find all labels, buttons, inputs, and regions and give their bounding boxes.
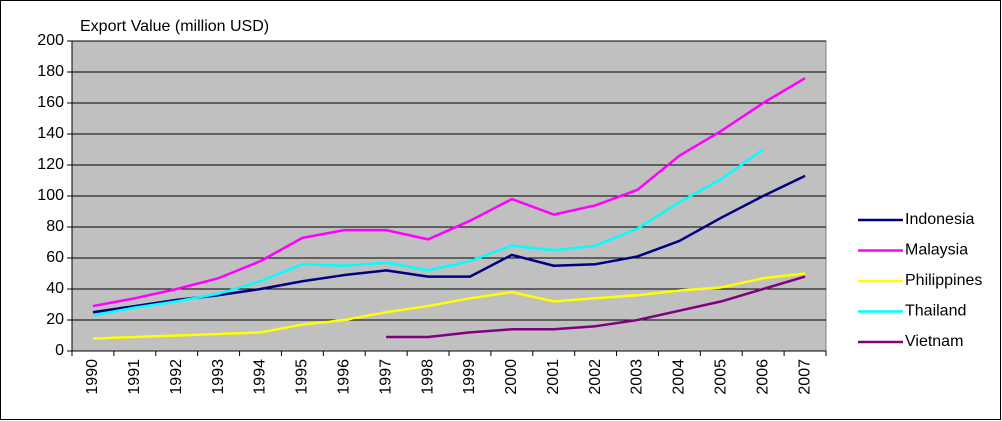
series-line [92,77,806,308]
x-tick-label: 1997 [377,359,394,395]
x-tick-label: 1994 [252,359,269,395]
chart-title: Export Value (million USD) [80,18,269,35]
series-line [92,148,764,317]
y-tick-label: 40 [46,280,64,297]
x-tick-label: 2003 [629,359,646,395]
x-tick-label: 2005 [712,359,729,395]
y-tick-label: 0 [55,342,64,359]
x-tick-label: 1998 [419,359,436,395]
legend-label: Malaysia [905,242,968,259]
x-tick-label: 1991 [126,359,143,395]
x-tick-label: 2000 [503,359,520,395]
x-tick-label: 2007 [796,359,813,395]
legend-label: Thailand [905,303,966,320]
y-tick-label: 120 [37,156,64,173]
x-tick-label: 1993 [210,359,227,395]
x-tick-label: 2006 [754,359,771,395]
legend-label: Indonesia [905,211,974,228]
x-tick-label: 2002 [587,359,604,395]
y-tick-label: 180 [37,63,64,80]
x-tick-label: 1990 [84,359,101,395]
y-tick-label: 80 [46,218,64,235]
x-tick-label: 2004 [671,359,688,395]
y-tick-label: 160 [37,94,64,111]
y-tick-label: 20 [46,311,64,328]
y-tick-label: 200 [37,32,64,49]
y-tick-label: 60 [46,249,64,266]
legend-label: Philippines [905,272,982,289]
x-tick-label: 1992 [168,359,185,395]
series-line [386,275,806,339]
x-tick-label: 1999 [461,359,478,395]
x-tick-label: 1995 [294,359,311,395]
legend-label: Vietnam [905,333,963,350]
series-line [92,272,806,340]
x-tick-label: 2001 [545,359,562,395]
y-tick-label: 140 [37,125,64,142]
x-tick-label: 1996 [335,359,352,395]
y-tick-label: 100 [37,187,64,204]
